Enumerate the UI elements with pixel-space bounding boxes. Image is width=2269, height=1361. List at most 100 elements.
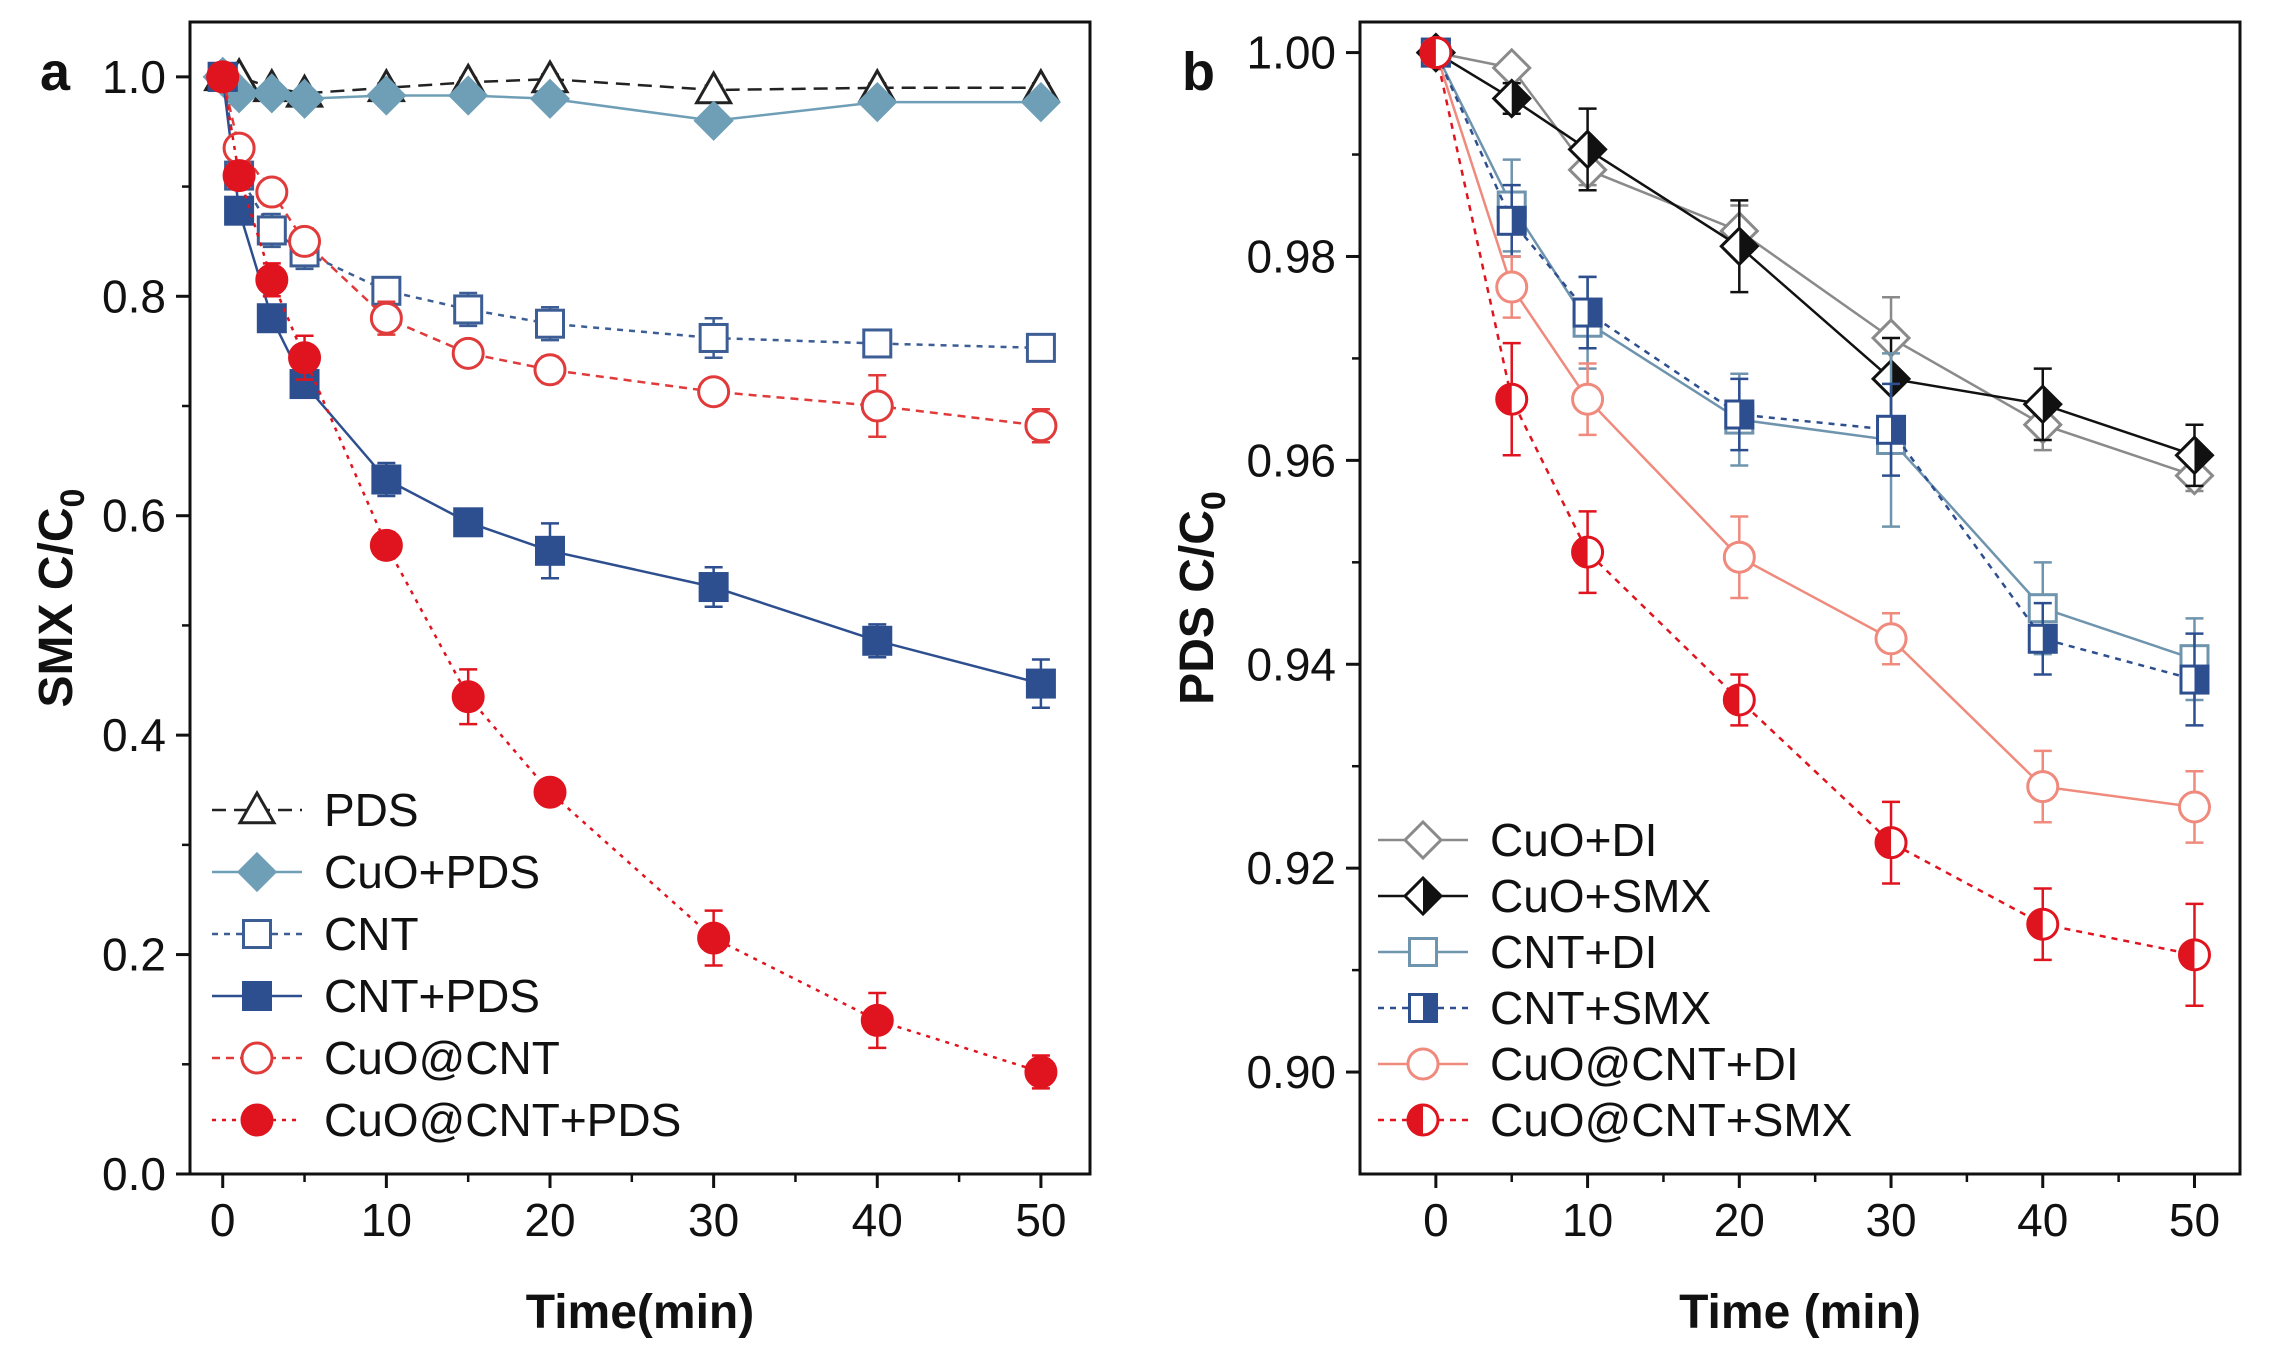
- panel-b-plot-frame: [1358, 20, 2242, 1176]
- panel-b-y-tick-label: 0.90: [1246, 1046, 1336, 1098]
- panel-b-y-tick-label: 0.96: [1246, 434, 1336, 486]
- panel-b-point-cuo-cnt-di: [1874, 622, 1908, 656]
- panel-a-legend-marker-cuo-pds: [236, 851, 278, 893]
- panel-b-point-cnt-smx: [2179, 664, 2210, 695]
- panel-b-series-cuo-cnt-di: [1419, 36, 2211, 844]
- panel-a-point-pds: [694, 69, 734, 105]
- panel-a-series-cnt: [207, 61, 1056, 363]
- panel-a-point-cnt-pds: [453, 507, 484, 538]
- panel-a-point-cnt: [535, 308, 565, 339]
- panel-b-point-cuo-cnt-smx: [2026, 907, 2060, 941]
- panel-b-legend-item-cnt-smx: CNT+SMX: [1378, 982, 1711, 1034]
- panel-b-y-ticks: 0.90 0.92 0.94 0.96 0.98 1.00: [1246, 27, 1360, 1098]
- panel-a-legend-item-cuo-cnt-pds: CuO@CNT+PDS: [212, 1094, 681, 1146]
- panel-b-point-cuo-smx: [1491, 78, 1532, 119]
- panel-a-point-cnt-pds: [535, 535, 565, 566]
- panel-b-series-group: [1415, 32, 2215, 1008]
- panel-a-series-cuo-cnt: [206, 60, 1058, 444]
- panel-b-y-tick-label: 0.94: [1246, 638, 1336, 690]
- panel-b-point-cuo-smx: [2174, 435, 2215, 476]
- panel-a-point-cuo-cnt: [369, 301, 403, 335]
- panel-a-legend-marker-cuo-cnt: [240, 1041, 274, 1075]
- panel-a-point-cnt-pds: [256, 303, 287, 334]
- panel-b-point-cuo-cnt-smx: [1495, 382, 1529, 416]
- panel-a-legend-label: CuO@CNT+PDS: [324, 1094, 681, 1146]
- panel-a-legend-item-cnt-pds: CNT+PDS: [212, 970, 540, 1022]
- panel-b-point-cuo-cnt-di: [2026, 770, 2060, 804]
- panel-b-point-cnt-smx: [2027, 623, 2058, 654]
- panel-a-point-cuo-cnt: [288, 224, 322, 258]
- panel-b-label: b: [1182, 42, 1215, 102]
- panel-a-x-axis-title: Time(min): [526, 1286, 754, 1339]
- panel-a-x-tick-label: 30: [688, 1194, 739, 1246]
- panel-a-legend-marker-pds: [237, 789, 277, 825]
- panel-b-x-tick-label: 20: [1714, 1194, 1765, 1246]
- panel-a-point-cuo-cnt: [255, 175, 289, 209]
- panel-a-y-tick-label: 0.4: [102, 709, 166, 761]
- panel-b-legend-marker-cuo-smx: [1402, 875, 1444, 917]
- panel-b-legend-marker-cnt-smx: [1408, 993, 1438, 1023]
- panel-b-point-cuo-cnt-smx: [1419, 36, 1453, 70]
- panel-a-line-cnt-pds: [221, 76, 1042, 685]
- panel-a-point-cnt-pds: [371, 464, 402, 495]
- panel-a-y-tick-label: 0.0: [102, 1148, 166, 1200]
- panel-a-point-cuo-pds: [251, 73, 292, 114]
- panel-b-line-cnt-smx: [1434, 52, 2195, 681]
- panel-b-legend-label: CNT+DI: [1490, 926, 1657, 978]
- panel-a-point-cuo-cnt-pds: [533, 775, 567, 809]
- panel-a-y-tick-label: 1.0: [102, 51, 166, 103]
- panel-b-point-cuo-smx: [2022, 384, 2063, 425]
- panel-a-point-cuo-pds: [284, 78, 325, 119]
- panel-a-point-cnt: [371, 275, 402, 306]
- panel-b-x-tick-label: 40: [2017, 1194, 2068, 1246]
- panel-b-y-tick-label: 0.98: [1246, 230, 1336, 282]
- panel-b-point-cuo-cnt-di: [1571, 382, 1605, 416]
- panel-a-legend-marker-cnt: [242, 919, 272, 949]
- panel-b-legend-label: CuO@CNT+DI: [1490, 1038, 1799, 1090]
- panel-b-legend-marker-cuo-cnt-di: [1406, 1047, 1440, 1081]
- panel-a-point-cuo-cnt: [451, 336, 485, 370]
- panel-a-legend-marker-cnt-pds: [242, 981, 272, 1011]
- panel-b-y-tick-label: 0.92: [1246, 842, 1336, 894]
- panel-a-y-axis-title: SMX C/C0: [30, 489, 92, 708]
- panel-b-point-cuo-cnt-smx: [1571, 535, 1605, 569]
- panel-b-legend-label: CuO+DI: [1490, 814, 1657, 866]
- panel-b-point-cnt-smx: [1876, 414, 1907, 445]
- panel-a-point-cuo-cnt-pds: [1024, 1055, 1058, 1089]
- panel-a-point-cnt-pds: [1025, 668, 1056, 699]
- panel-a-series-group: [202, 56, 1062, 1090]
- panel-a-chart: 0 10 20 30 40 50 0.0 0.2 0.4 0.6 0.8 1.0 PDS CuO+PD…: [30, 20, 1092, 1339]
- panel-a-line-cuo-pds: [221, 76, 1041, 122]
- panel-b-legend-label: CuO@CNT+SMX: [1490, 1094, 1852, 1146]
- panel-a-point-cnt: [862, 328, 893, 359]
- panel-b-line-cnt-di: [1434, 52, 2195, 661]
- panel-b-point-cuo-cnt-smx: [2177, 938, 2211, 972]
- panel-b-series-cnt-di: [1420, 37, 2210, 702]
- panel-a-point-cuo-cnt: [533, 353, 567, 387]
- panel-a-point-cuo-cnt-pds: [255, 263, 289, 297]
- panel-b-point-cnt-smx: [1496, 205, 1527, 236]
- panel-b-legend-item-cuo-smx: CuO+SMX: [1378, 870, 1711, 922]
- panel-b-series-cnt-smx: [1420, 37, 2210, 727]
- panel-b-legend-marker-cuo-di: [1402, 819, 1444, 861]
- panel-b-point-cnt-smx: [1572, 297, 1603, 328]
- panel-a-point-cuo-cnt-pds: [451, 680, 485, 714]
- panel-b-legend-item-cuo-cnt-smx: CuO@CNT+SMX: [1378, 1094, 1852, 1146]
- panel-b-point-cnt-smx: [1724, 399, 1755, 430]
- panel-b-line-cuo-smx: [1435, 51, 2195, 457]
- panel-a-point-cuo-cnt: [1024, 409, 1058, 443]
- panel-a-legend-item-cuo-cnt: CuO@CNT: [212, 1032, 560, 1084]
- panel-b-series-cuo-di: [1415, 32, 2215, 496]
- panel-a-point-cuo-cnt-pds: [369, 528, 403, 562]
- panel-a-point-cuo-pds: [529, 78, 571, 119]
- panel-a-y-tick-label: 0.6: [102, 490, 166, 542]
- panel-a-x-tick-label: 20: [524, 1194, 575, 1246]
- panel-a-legend-marker-cuo-cnt-pds: [240, 1103, 274, 1137]
- panel-b-y-tick-label: 1.00: [1246, 27, 1336, 79]
- panel-a-legend-label: CuO@CNT: [324, 1032, 560, 1084]
- panel-b-legend-item-cuo-di: CuO+DI: [1378, 814, 1657, 866]
- panel-b-legend-marker-cnt-di: [1408, 937, 1438, 967]
- panel-a-series-pds: [203, 56, 1061, 108]
- panel-a-y-tick-label: 0.8: [102, 270, 166, 322]
- panel-b-legend-label: CuO+SMX: [1490, 870, 1711, 922]
